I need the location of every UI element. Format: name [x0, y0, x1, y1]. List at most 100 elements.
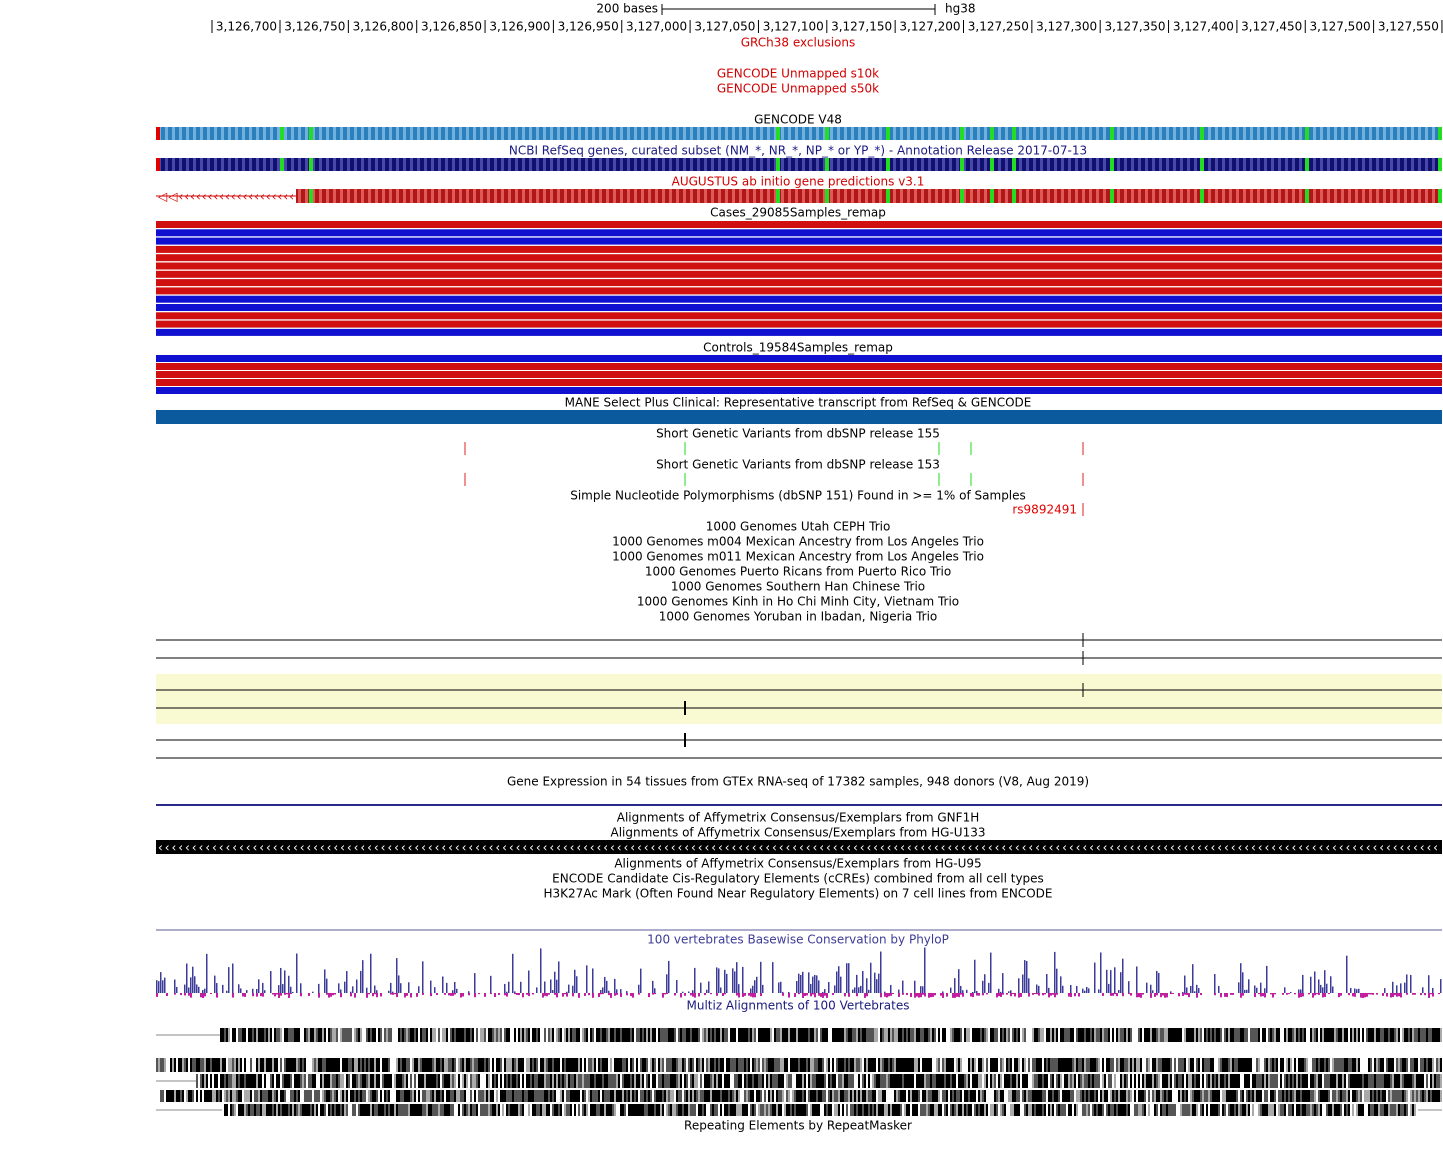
- align-block: [876, 1074, 878, 1088]
- align-block: [820, 1090, 822, 1102]
- align-block: [824, 1074, 826, 1088]
- align-block: [1134, 1090, 1136, 1102]
- align-block: [458, 1104, 460, 1116]
- phylop-neg: [958, 993, 960, 998]
- phylop-bar: [1358, 988, 1360, 993]
- align-block: [968, 1104, 970, 1116]
- align-block: [1396, 1028, 1398, 1042]
- phylop-bar: [1026, 961, 1028, 993]
- align-block: [514, 1074, 516, 1088]
- align-block: [1258, 1058, 1260, 1072]
- phylop-bar: [520, 981, 522, 993]
- phylop-neg: [454, 993, 456, 995]
- phylop-bar: [1022, 974, 1024, 993]
- align-block: [988, 1058, 990, 1072]
- align-block: [1054, 1090, 1056, 1102]
- phylop-bar: [592, 968, 594, 993]
- phylop-bar: [390, 982, 392, 993]
- align-block: [530, 1090, 532, 1102]
- align-block: [1082, 1074, 1084, 1088]
- align-block: [880, 1090, 882, 1102]
- align-block: [1050, 1028, 1052, 1042]
- phylop-neg: [976, 993, 978, 996]
- align-block: [1268, 1104, 1270, 1116]
- align-block: [526, 1058, 528, 1072]
- align-block: [1360, 1058, 1362, 1072]
- align-block: [1192, 1074, 1194, 1088]
- align-block: [916, 1028, 918, 1042]
- phylop-neg: [1232, 993, 1234, 995]
- align-block: [584, 1028, 586, 1042]
- phylop-neg: [782, 993, 784, 996]
- align-block: [646, 1104, 648, 1116]
- exon-boundary: [1012, 189, 1016, 203]
- align-block: [1264, 1028, 1266, 1042]
- align-block: [1110, 1028, 1112, 1042]
- align-block: [374, 1028, 376, 1042]
- exon-boundary: [1200, 158, 1204, 171]
- align-block: [600, 1104, 602, 1116]
- align-block: [492, 1090, 494, 1102]
- align-block: [1260, 1058, 1262, 1072]
- align-block: [178, 1090, 180, 1102]
- align-block: [542, 1074, 544, 1088]
- align-block: [1136, 1058, 1138, 1072]
- align-block: [542, 1028, 544, 1042]
- align-block: [516, 1058, 518, 1072]
- align-block: [1078, 1090, 1080, 1102]
- align-block: [500, 1074, 502, 1088]
- align-block: [1054, 1074, 1056, 1088]
- exon-boundary: [1110, 189, 1114, 203]
- align-block: [916, 1074, 918, 1088]
- align-block: [766, 1074, 768, 1088]
- align-block: [248, 1104, 250, 1116]
- align-block: [934, 1028, 936, 1042]
- align-block: [530, 1104, 532, 1116]
- align-block: [378, 1058, 380, 1072]
- align-block: [532, 1028, 534, 1042]
- align-block: [1366, 1028, 1368, 1042]
- align-block: [1306, 1058, 1308, 1072]
- align-block: [266, 1028, 268, 1042]
- align-block: [920, 1058, 922, 1072]
- phylop-neg: [180, 993, 182, 996]
- align-block: [1274, 1074, 1276, 1088]
- align-block: [768, 1058, 770, 1072]
- align-block: [590, 1058, 592, 1072]
- align-block: [854, 1090, 856, 1102]
- align-block: [492, 1104, 494, 1116]
- align-block: [928, 1028, 930, 1042]
- align-block: [1214, 1058, 1216, 1072]
- phylop-bar: [1098, 989, 1100, 993]
- align-block: [832, 1104, 834, 1116]
- align-block: [1032, 1090, 1034, 1102]
- align-block: [438, 1074, 440, 1088]
- align-block: [478, 1058, 480, 1072]
- align-block: [1404, 1028, 1406, 1042]
- align-block: [196, 1090, 198, 1102]
- align-block: [936, 1074, 938, 1088]
- exon-boundary: [1438, 189, 1442, 203]
- align-block: [1022, 1090, 1024, 1102]
- align-block: [332, 1090, 334, 1102]
- align-block: [964, 1104, 966, 1116]
- align-block: [424, 1090, 426, 1102]
- align-block: [1290, 1058, 1292, 1072]
- align-block: [424, 1028, 426, 1042]
- align-block: [492, 1028, 494, 1042]
- align-block: [222, 1090, 224, 1102]
- align-block: [840, 1028, 842, 1042]
- align-block: [518, 1074, 520, 1088]
- align-block: [1342, 1104, 1344, 1116]
- phylop-neg: [822, 993, 824, 998]
- align-block: [368, 1104, 370, 1116]
- phylop-bar: [1008, 991, 1010, 993]
- phylop-neg: [374, 993, 376, 995]
- phylop-bar: [840, 976, 842, 993]
- affy-bar: [156, 840, 1442, 854]
- phylop-bar: [1320, 984, 1322, 993]
- align-block: [390, 1074, 392, 1088]
- align-block: [274, 1058, 276, 1072]
- align-block: [388, 1028, 390, 1042]
- align-block: [694, 1104, 696, 1116]
